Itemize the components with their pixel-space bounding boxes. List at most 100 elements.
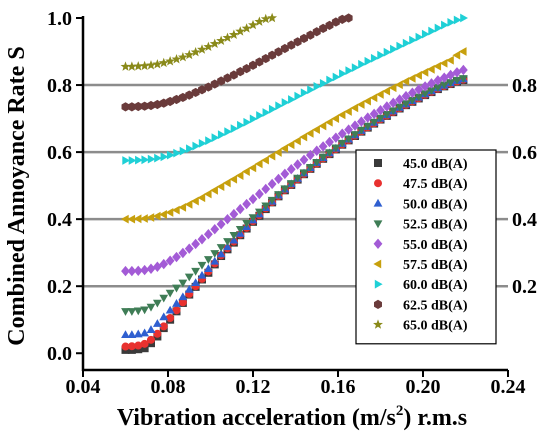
data-point: [426, 64, 435, 74]
legend-label: 55.0 dB(A): [403, 238, 468, 253]
data-points: [120, 12, 468, 354]
data-point: [171, 54, 182, 64]
data-point: [280, 144, 289, 153]
data-point: [140, 339, 149, 348]
data-point: [159, 98, 168, 108]
data-point: [351, 63, 360, 73]
data-point: [191, 278, 201, 287]
data-point: [184, 199, 193, 209]
data-point: [458, 47, 467, 56]
data-point: [370, 53, 379, 63]
data-point: [319, 78, 328, 88]
data-point: [293, 37, 302, 47]
data-point: [153, 99, 162, 110]
x-tick-label: 0.16: [321, 376, 356, 398]
data-point: [242, 64, 251, 74]
data-point: [383, 47, 392, 57]
data-point: [337, 139, 347, 148]
data-point: [152, 319, 162, 327]
data-point: [345, 66, 354, 76]
data-point: [120, 214, 129, 224]
data-point: [299, 132, 308, 142]
legend-label: 50.0 dB(A): [403, 197, 468, 212]
data-point: [369, 118, 379, 127]
data-point: [229, 232, 239, 240]
data-point: [209, 38, 220, 49]
legend[interactable]: 45.0 dB(A) 47.5 dB(A) 50.0 dB(A) 52.5 dB(A)…: [355, 149, 497, 345]
data-point: [127, 330, 137, 338]
data-point: [166, 150, 175, 160]
data-point: [158, 57, 169, 68]
data-point: [433, 61, 442, 71]
data-point: [318, 153, 328, 162]
data-point: [356, 100, 365, 109]
data-point: [242, 198, 252, 210]
data-point: [446, 79, 456, 87]
right-tick-label: 0.4: [512, 209, 537, 231]
data-point: [312, 125, 320, 135]
data-point: [197, 270, 207, 279]
legend-label: 65.0 dB(A): [403, 319, 468, 334]
data-point: [364, 56, 373, 66]
data-point: [268, 104, 277, 114]
data-point: [452, 50, 461, 60]
data-point: [249, 60, 257, 70]
data-point: [217, 76, 226, 86]
right-tick-label: 0.8: [512, 75, 537, 97]
data-point: [326, 75, 335, 85]
data-point: [172, 94, 181, 105]
data-point: [254, 16, 265, 26]
data-point: [280, 43, 289, 54]
series-8: [121, 13, 353, 112]
data-point: [388, 107, 398, 116]
data-point: [369, 93, 378, 103]
data-point: [273, 148, 282, 157]
data-point: [280, 185, 290, 194]
x-axis-title: Vibration acceleration (m/s2) r.m.s: [117, 403, 467, 431]
data-point: [178, 292, 188, 301]
tick-labels: 0.04 0.08 0.12 0.16 0.20 0.24 0.0 0.2 0.4 0.6 0.8 1…: [47, 8, 537, 398]
data-point: [153, 329, 162, 338]
data-point: [235, 226, 245, 234]
data-point: [415, 32, 424, 42]
data-point: [140, 306, 150, 315]
data-point: [185, 90, 194, 100]
data-point: [420, 67, 429, 77]
data-point: [288, 95, 296, 104]
data-point: [146, 60, 156, 70]
data-point: [293, 174, 303, 183]
data-point: [401, 100, 411, 109]
data-point: [191, 267, 201, 276]
data-point: [171, 205, 180, 215]
data-point: [307, 85, 315, 95]
data-point: [407, 96, 417, 105]
legend-label: 45.0 dB(A): [403, 157, 468, 172]
data-point: [254, 159, 263, 169]
data-point: [363, 122, 373, 131]
y-tick-label: 1.0: [47, 8, 72, 30]
data-point: [179, 146, 188, 156]
data-point: [203, 256, 213, 264]
data-point: [447, 17, 456, 27]
legend-label: 47.5 dB(A): [403, 177, 468, 192]
data-point: [133, 265, 143, 276]
data-point: [235, 171, 244, 180]
data-point: [203, 264, 213, 272]
data-point: [242, 167, 250, 176]
data-point: [216, 35, 227, 46]
data-point: [350, 103, 359, 113]
data-point: [203, 41, 214, 52]
data-point: [191, 87, 200, 98]
data-point: [261, 53, 270, 64]
data-point: [229, 174, 238, 184]
data-point: [267, 196, 277, 205]
data-point: [331, 114, 340, 123]
data-point: [441, 20, 449, 30]
series-7: [122, 13, 468, 165]
data-point: [127, 214, 136, 224]
data-point: [382, 111, 392, 119]
data-point: [205, 136, 213, 146]
data-point: [128, 156, 137, 165]
data-point: [306, 30, 315, 40]
